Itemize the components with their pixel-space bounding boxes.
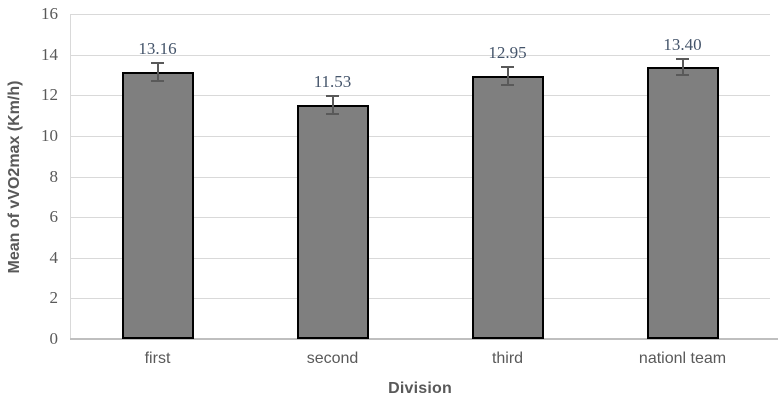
gridline <box>70 257 770 259</box>
gridline <box>70 95 770 97</box>
bar-value-label: 11.53 <box>313 71 352 91</box>
bar <box>121 71 194 339</box>
x-tick-label: nationl team <box>638 350 727 367</box>
error-bar-cap <box>501 84 514 87</box>
error-bar-cap <box>151 79 164 82</box>
error-bar <box>681 58 684 75</box>
gridline <box>70 14 770 15</box>
y-tick-label: 0 <box>49 329 59 348</box>
x-axis-line <box>70 338 778 340</box>
y-tick-label: 10 <box>41 125 58 145</box>
error-bar <box>506 66 509 86</box>
x-tick-label: first <box>144 350 171 367</box>
y-axis-line <box>70 14 71 339</box>
error-bar-cap <box>326 94 339 97</box>
gridline <box>70 217 770 219</box>
error-bar <box>331 95 334 114</box>
bar-value-label: 12.95 <box>488 42 527 62</box>
error-bar-cap <box>326 112 339 115</box>
error-bar-cap <box>151 61 164 64</box>
x-tick-label: second <box>306 350 359 367</box>
x-axis-title: Division <box>388 380 452 397</box>
bar-value-label: 13.16 <box>138 38 177 58</box>
y-tick-label: 8 <box>49 166 59 186</box>
x-tick-label: third <box>491 350 524 367</box>
bar <box>296 104 369 339</box>
y-tick-label: 12 <box>41 85 58 105</box>
error-bar-cap <box>676 57 689 60</box>
y-tick-label: 4 <box>49 247 59 267</box>
y-tick-label: 2 <box>49 288 59 308</box>
gridline <box>70 298 770 300</box>
error-bar-cap <box>676 73 689 76</box>
plot-area: 13.16 11.53 12.95 13.40 <box>70 14 778 340</box>
gridline <box>70 135 770 137</box>
bar <box>471 75 544 339</box>
gridline <box>70 54 770 56</box>
y-tick-label: 14 <box>41 44 58 64</box>
error-bar <box>156 62 159 81</box>
y-tick-label: 6 <box>49 207 59 227</box>
gridline <box>70 176 770 178</box>
bar-value-label: 13.40 <box>663 34 702 54</box>
bar <box>646 66 719 339</box>
error-bar-cap <box>501 65 514 68</box>
y-tick-label: 16 <box>41 4 58 23</box>
